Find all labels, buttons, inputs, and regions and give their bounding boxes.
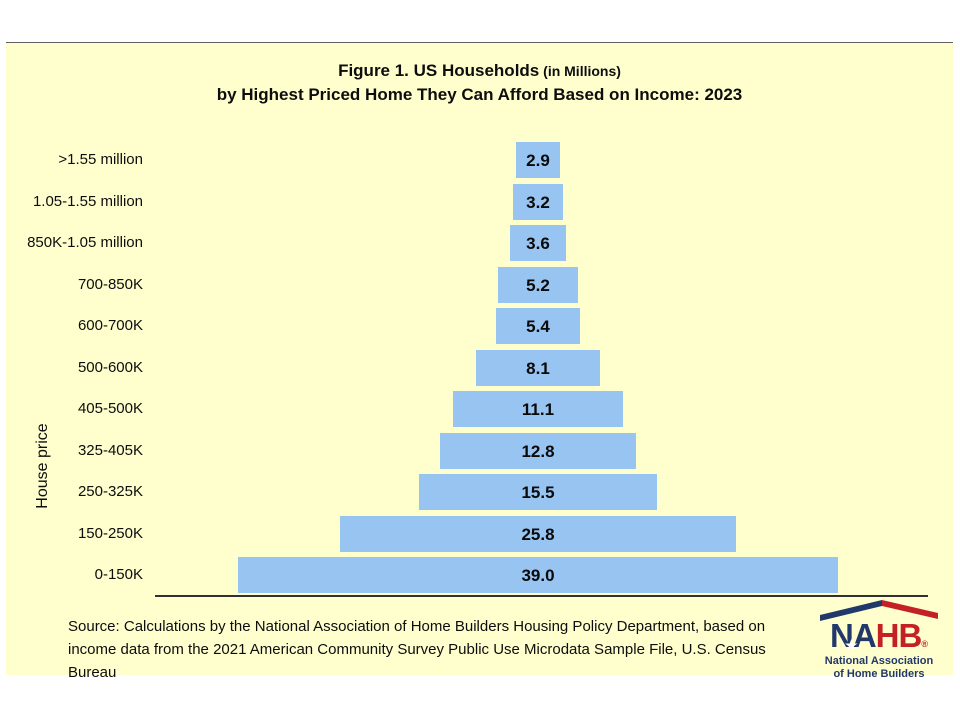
nahb-letters-hb: HB — [875, 617, 923, 654]
chart-panel: Figure 1. US Households (in Millions) by… — [6, 42, 953, 681]
nahb-wordmark: NAHB® ★ — [814, 617, 944, 654]
nahb-logo: NAHB® ★ National Association of Home Buil… — [814, 599, 944, 680]
category-label: 325-405K — [77, 441, 143, 459]
chart-title: Figure 1. US Households (in Millions) by… — [6, 59, 953, 106]
category-label: 0-150K — [94, 566, 143, 583]
chart-row: 325-405K 12.8 — [6, 432, 953, 469]
nahb-caption-line2: of Home Builders — [833, 668, 925, 680]
chart-row: 700-850K 5.2 — [6, 266, 953, 303]
category-label: 700-850K — [77, 275, 143, 293]
category-label: 150-250K — [77, 524, 143, 542]
category-label: >1.55 million — [58, 151, 143, 168]
chart-row: 150-250K 25.8 — [6, 515, 953, 552]
chart-row: 500-600K 8.1 — [6, 349, 953, 386]
bar: 39.0 — [238, 557, 838, 593]
chart-row: 250-325K 15.5 — [6, 474, 953, 510]
chart-row: 600-700K 5.4 — [6, 308, 953, 344]
category-label: 600-700K — [77, 317, 143, 334]
chart-row: 1.05-1.55 million 3.2 — [6, 183, 953, 220]
bar: 12.8 — [439, 432, 637, 469]
bar-value-label: 8.1 — [526, 358, 550, 378]
category-label: 250-325K — [77, 483, 143, 500]
chart-title-units: (in Millions) — [539, 63, 621, 79]
category-label: 1.05-1.55 million — [32, 192, 143, 210]
chart-row: 850K-1.05 million 3.6 — [6, 225, 953, 261]
chart-row: 405-500K 11.1 — [6, 391, 953, 427]
bar-value-label: 5.2 — [526, 275, 550, 295]
chart-title-line1: Figure 1. US Households (in Millions) — [6, 59, 953, 83]
bar-value-label: 3.6 — [526, 234, 550, 253]
bar: 11.1 — [452, 391, 624, 427]
bar: 3.2 — [513, 183, 563, 220]
plot-area: >1.55 million 2.9 1.05-1.55 million 3.2 850K… — [6, 142, 953, 597]
chart-row: >1.55 million 2.9 — [6, 142, 953, 178]
bar-value-label: 11.1 — [521, 400, 555, 419]
bar: 5.4 — [496, 308, 580, 344]
bar: 25.8 — [339, 515, 737, 552]
bar-value-label: 25.8 — [521, 524, 555, 544]
bar-value-label: 5.4 — [526, 317, 550, 336]
source-note: Source: Calculations by the National Ass… — [68, 618, 766, 681]
category-label: 500-600K — [77, 358, 143, 376]
bar-value-label: 15.5 — [521, 483, 555, 502]
bar-rows: >1.55 million 2.9 1.05-1.55 million 3.2 850K… — [6, 142, 953, 593]
chart-title-line2: by Highest Priced Home They Can Afford B… — [216, 85, 743, 104]
category-label: 850K-1.05 million — [27, 234, 143, 251]
registered-mark: ® — [921, 639, 928, 649]
chart-row: 0-150K 39.0 — [6, 557, 953, 593]
category-label: 405-500K — [77, 400, 143, 417]
bar: 5.2 — [498, 266, 578, 303]
star-icon: ★ — [845, 637, 858, 653]
nahb-caption-line1: National Association — [824, 655, 934, 667]
bar: 15.5 — [418, 474, 658, 510]
nahb-caption: National Association of Home Builders — [814, 655, 944, 681]
bar: 3.6 — [510, 225, 566, 261]
bar-value-label: 3.2 — [526, 192, 550, 212]
roof-icon — [820, 600, 938, 621]
bar-value-label: 12.8 — [521, 441, 555, 461]
bar-value-label: 2.9 — [526, 151, 550, 170]
chart-title-main: Figure 1. US Households — [338, 61, 540, 80]
y-axis-title: House price — [34, 423, 51, 509]
bar-value-label: 39.0 — [521, 566, 555, 585]
bar: 2.9 — [515, 142, 561, 178]
x-axis-line — [155, 595, 928, 597]
bar: 8.1 — [475, 349, 601, 386]
nahb-letters-na: NA — [830, 617, 877, 654]
